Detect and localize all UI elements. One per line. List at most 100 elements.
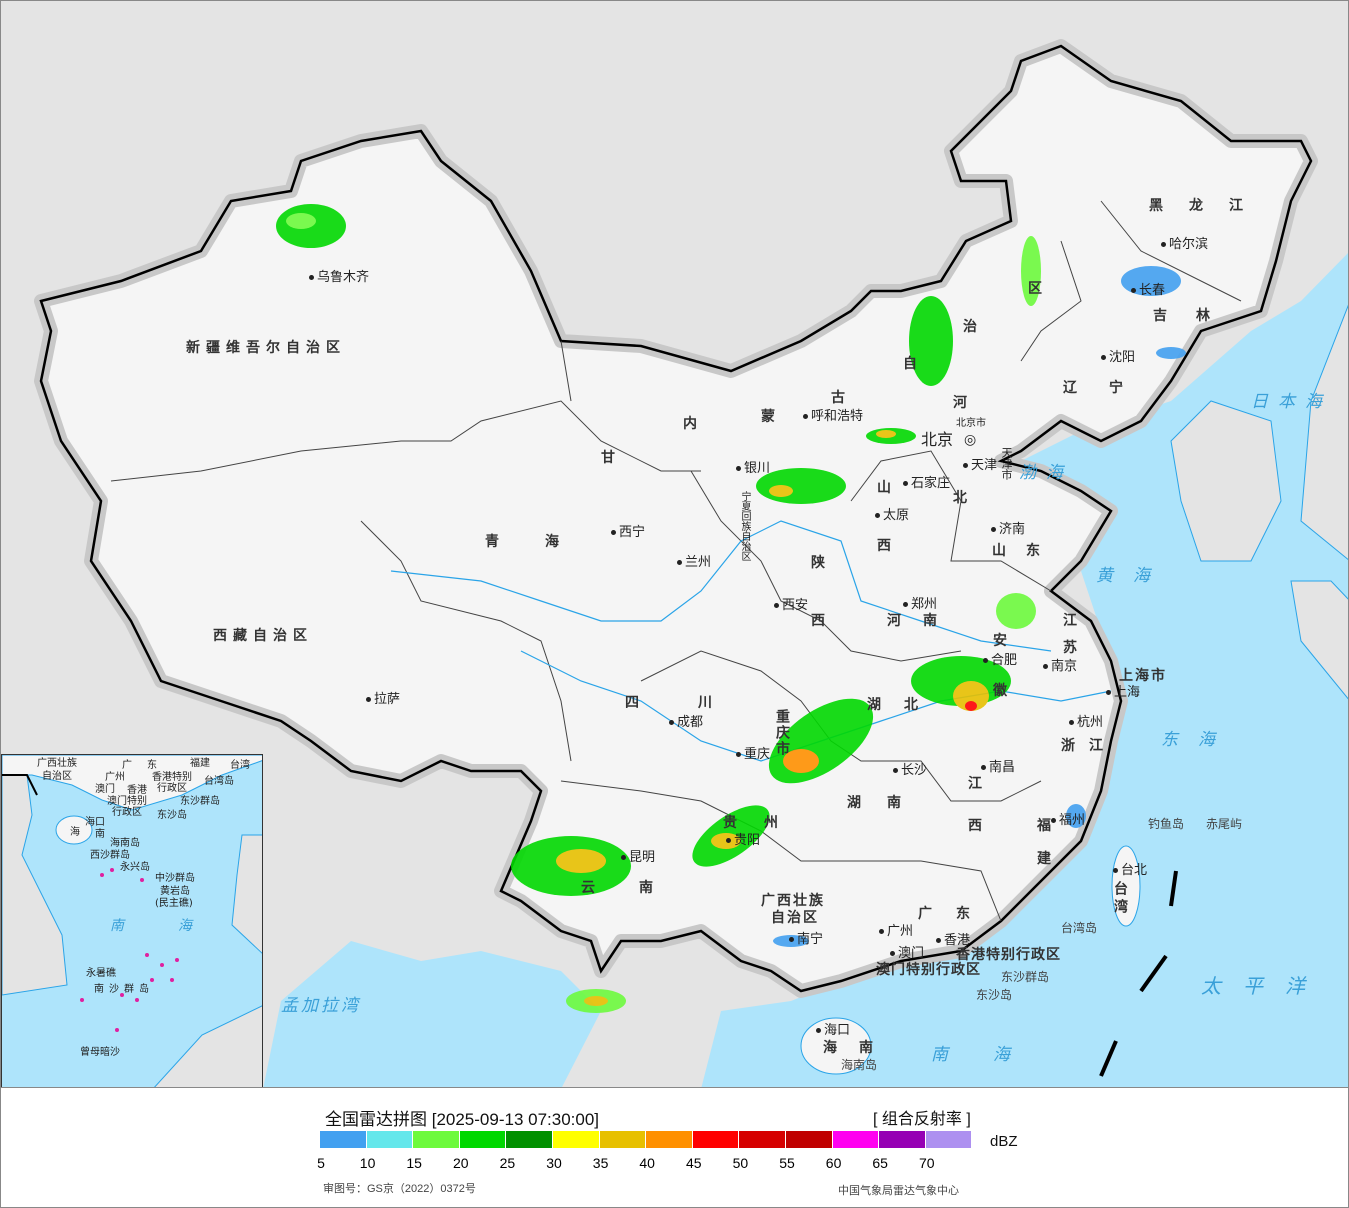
inset-label: 永兴岛 (120, 862, 150, 873)
inset-label: 台湾 (230, 760, 250, 771)
color-swatch (879, 1131, 926, 1148)
province-label: 东 (1026, 543, 1046, 559)
province-label: 西 (968, 818, 988, 834)
city-label: 澳门 (890, 947, 924, 960)
tick-label: 35 (592, 1155, 609, 1171)
tick-label: 15 (406, 1155, 422, 1171)
province-label: 贵 (723, 815, 743, 831)
tick-label: 10 (359, 1155, 376, 1171)
city-label: 西宁 (611, 526, 645, 539)
city-label: 广州 (879, 925, 913, 938)
city-label: 台北 (1113, 864, 1147, 877)
inset-label: 行政区 (112, 807, 142, 818)
color-swatch (599, 1131, 647, 1148)
city-label: 昆明 (621, 851, 655, 864)
province-label: 南 (859, 1040, 879, 1056)
city-label: 南宁 (789, 933, 823, 946)
province-label: 四 (625, 695, 645, 711)
city-label: 香港 (936, 934, 970, 947)
legend-panel (0, 1088, 1349, 1208)
city-label: 重庆 (736, 748, 770, 761)
island-label: 台湾岛 (1061, 921, 1098, 935)
inset-label: 广 (122, 760, 132, 771)
color-swatch (739, 1131, 786, 1148)
tick-label: 30 (546, 1155, 562, 1171)
island-label: 海南岛 (841, 1058, 878, 1072)
sea-label: 日本海 (1251, 392, 1332, 412)
province-label: 蒙 (761, 409, 781, 425)
color-swatch (552, 1131, 600, 1148)
city-label: 天津 (963, 459, 997, 472)
color-swatch (320, 1131, 367, 1148)
sea-label: 东海 (1161, 730, 1235, 750)
province-label: 广 (918, 906, 938, 922)
province-label: 古 (831, 390, 851, 406)
inset-label: 南沙群岛 (94, 984, 154, 995)
province-label: 自治区 (771, 910, 819, 926)
tick-label: 40 (639, 1155, 655, 1171)
city-label: 沈阳 (1101, 351, 1135, 364)
inset-label: 海 (70, 827, 80, 838)
province-label: 浙 (1061, 738, 1081, 754)
province-label: 山 (877, 480, 897, 496)
inset-label: 广州 (105, 772, 125, 783)
inset-label: (民主礁) (155, 898, 193, 909)
color-swatch (366, 1131, 414, 1148)
inset-label: 自治区 (42, 771, 72, 782)
city-label: 拉萨 (366, 693, 400, 706)
province-label: 澳门特别行政区 (876, 962, 981, 978)
province-label: 黑 龙 江 (1149, 198, 1249, 214)
province-label: 新疆维吾尔自治区 (186, 340, 346, 356)
inset-label: 台湾岛 (204, 776, 234, 787)
province-borders (110, 200, 1242, 922)
province-label: 川 (698, 695, 718, 711)
city-label: 西安 (774, 599, 808, 612)
city-label: 贵阳 (726, 834, 760, 847)
province-label: 陕 (811, 555, 831, 571)
inset-label: 中沙群岛 (155, 873, 195, 884)
inset-label: 澳门特别 (107, 796, 147, 807)
inset-label: 黄岩岛 (160, 886, 190, 897)
province-label: 西藏自治区 (213, 628, 313, 644)
sea-label: 太平洋 (1201, 974, 1327, 998)
city-label: 成都 (669, 716, 703, 729)
korea-japan-land (1170, 304, 1348, 700)
province-label: 江 (1063, 613, 1083, 629)
province-label: 北 (904, 697, 924, 713)
inset-graphics (2, 755, 262, 1087)
tick-label: 25 (499, 1155, 516, 1171)
inset-label: 西沙群岛 (90, 850, 130, 861)
boundary-dashes (1099, 870, 1178, 1077)
province-label: 江 (968, 776, 988, 792)
province-label: 建 (1037, 851, 1057, 867)
city-label: 哈尔滨 (1161, 238, 1208, 251)
city-label: 南昌 (981, 761, 1015, 774)
sea-label: 黄海 (1096, 566, 1170, 586)
province-label: 香港特别行政区 (956, 947, 1061, 963)
tick-label: 65 (872, 1155, 888, 1171)
city-label: 长春 (1131, 284, 1165, 297)
color-scale-bar (320, 1131, 973, 1148)
color-swatch (459, 1131, 507, 1148)
inset-label: 永暑礁 (86, 968, 116, 979)
source-label: 中国气象局雷达气象中心 (838, 1185, 959, 1197)
province-label: 安 (993, 633, 1013, 649)
province-label: 西 (877, 538, 897, 554)
color-swatch (832, 1131, 880, 1148)
inset-label: 南 海 (110, 918, 212, 934)
island-label: 东沙岛 (976, 988, 1013, 1002)
city-label: 呼和浩特 (803, 410, 863, 423)
city-label: 兰州 (677, 556, 711, 569)
province-label: 林 (1196, 308, 1216, 324)
island-label: 赤尾屿 (1206, 817, 1243, 831)
radar-map: 新疆维吾尔自治区 西藏自治区 青 海 甘 内 蒙 古 自 治 区 黑 龙 江 吉… (0, 0, 1349, 1088)
inset-label: 海口 (85, 817, 105, 828)
city-label: 石家庄 (903, 477, 950, 490)
inset-label: 广西壮族 (37, 758, 77, 769)
province-label: 天津市 (1000, 447, 1013, 480)
province-label: 苏 (1063, 640, 1083, 656)
city-label: 银川 (736, 462, 770, 475)
province-label: 北京市 (956, 418, 986, 429)
inset-label: 曾母暗沙 (80, 1047, 120, 1058)
sea-label: 孟加拉湾 (281, 996, 361, 1016)
